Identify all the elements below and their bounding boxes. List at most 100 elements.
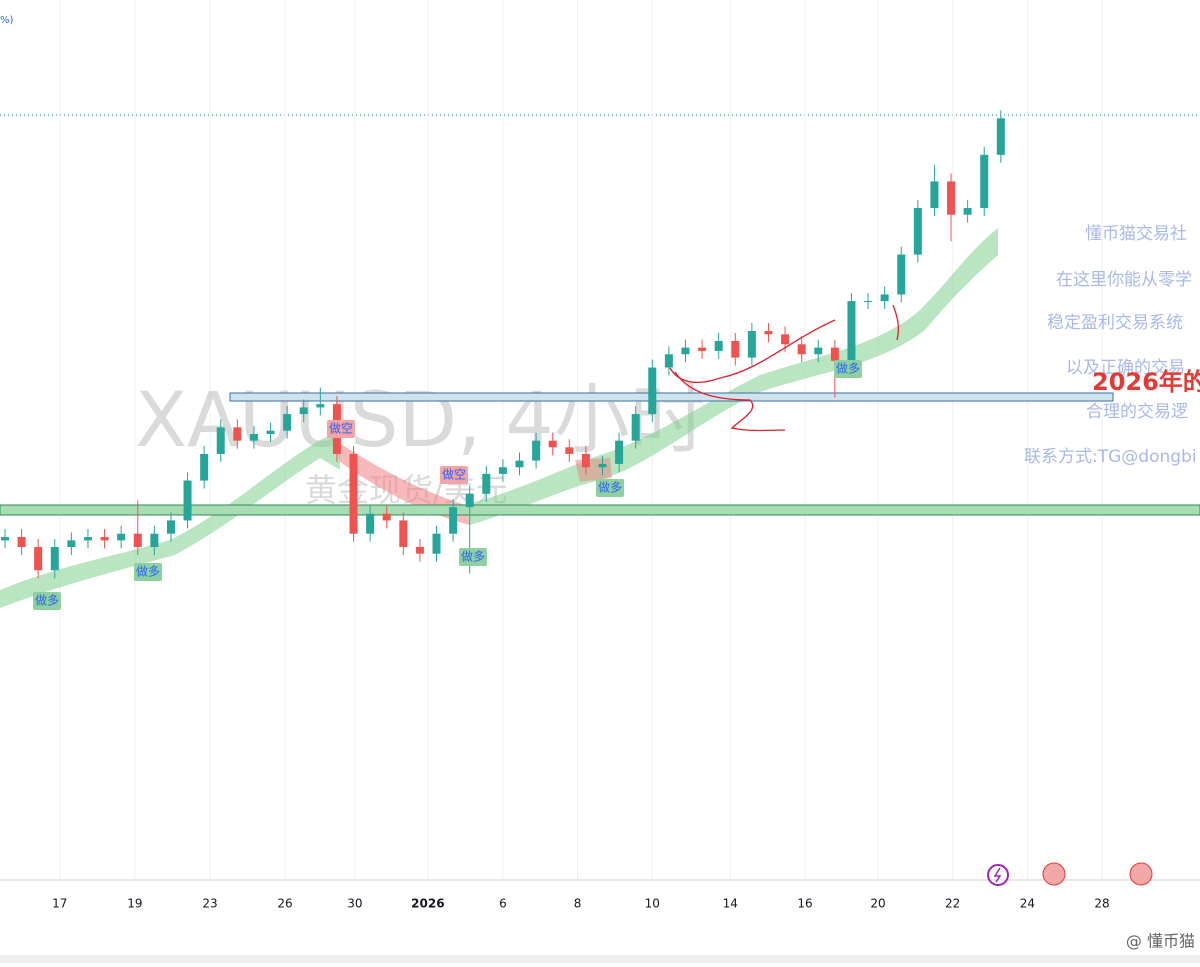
candle-body [50, 547, 59, 571]
signal-label: 做空 [329, 421, 353, 436]
candle-body [117, 533, 126, 541]
candle-body [714, 340, 723, 351]
candle-body [781, 334, 790, 345]
signal-label: 做多 [836, 361, 860, 376]
candle-body [548, 440, 557, 448]
candle-body [698, 347, 707, 351]
candle-body [216, 427, 225, 454]
icon-flag [1129, 862, 1153, 886]
signal-badge [134, 563, 162, 581]
candle-body [366, 513, 375, 534]
x-tick-label: 26 [277, 897, 292, 911]
candle-body [897, 254, 906, 295]
x-tick-label: 16 [797, 897, 812, 911]
hand-drawn [669, 319, 836, 384]
candle-body [249, 434, 258, 441]
candle-body [830, 347, 839, 361]
candle-body [681, 347, 690, 355]
trend-band-short [575, 458, 612, 482]
x-tick-label: 17 [52, 897, 67, 911]
x-tick-label: 14 [723, 897, 738, 911]
candle-body [913, 208, 922, 255]
hand-drawn [892, 304, 900, 341]
candle-body [349, 453, 358, 534]
candle-body [166, 520, 175, 534]
candle-body [299, 407, 308, 415]
candle-body [283, 414, 292, 431]
side-note: 以及正确的交易 [1066, 358, 1185, 378]
bottom-bar [0, 955, 1200, 963]
x-tick-label: 20 [870, 897, 885, 911]
trend-band [465, 228, 998, 525]
candle-body [581, 453, 590, 468]
candle-body [200, 453, 209, 481]
candle-body [731, 340, 740, 358]
x-tick-label: 23 [202, 897, 217, 911]
signal-label: 做多 [461, 549, 485, 564]
candle-body [498, 467, 507, 474]
candle-body [764, 330, 773, 335]
candle-body [100, 537, 109, 541]
watermark-title: XAUUSD, 4小时 [135, 375, 706, 464]
candle-body [747, 330, 756, 358]
x-tick-label: 10 [645, 897, 660, 911]
signal-label: 做多 [598, 480, 622, 495]
signal-badge [834, 360, 862, 378]
x-tick-label: 28 [1094, 897, 1109, 911]
signal-badge [327, 420, 355, 438]
signal-badge [440, 466, 468, 484]
candle-body [996, 118, 1005, 155]
candle-body [615, 440, 624, 464]
footer-brand: @ 懂币猫 [1126, 932, 1195, 951]
candle-body [183, 480, 192, 521]
x-tick-label: 24 [1020, 897, 1035, 911]
candle-body [67, 540, 76, 548]
candle-body [980, 154, 989, 209]
signal-label: 做空 [442, 467, 466, 482]
signal-badge [596, 479, 624, 497]
candle-body [399, 520, 408, 548]
candle-body [631, 414, 640, 441]
candle-body [648, 367, 657, 415]
candle-body [0, 537, 9, 541]
signal-label: 做多 [35, 593, 59, 608]
candle-body [465, 493, 474, 508]
zone-upper [229, 392, 1114, 402]
x-tick-label: 8 [574, 897, 582, 911]
candle-body [565, 447, 574, 454]
x-tick-label: 30 [347, 897, 362, 911]
signal-label: 做多 [136, 564, 160, 579]
candle-body [415, 547, 424, 554]
candle-body [83, 537, 92, 541]
side-note: 联系方式:TG@dongbi [1024, 447, 1197, 467]
candle-body [930, 181, 939, 209]
candle-body [17, 537, 26, 548]
candle-body [880, 294, 889, 302]
side-note: 稳定盈利交易系统 [1047, 313, 1183, 333]
signal-badge [33, 592, 61, 610]
side-note: 合理的交易逻 [1086, 402, 1188, 422]
side-note: 懂币猫交易社 [1085, 224, 1187, 244]
icon-event [987, 864, 1009, 886]
candle-body [598, 463, 607, 468]
candle-body [266, 430, 275, 435]
candle-body [449, 507, 458, 534]
candle-body [482, 473, 491, 494]
candle-body [532, 440, 541, 461]
candle-body [133, 533, 142, 548]
candle-body [316, 404, 325, 408]
candle-body [814, 347, 823, 355]
icon-flag [1042, 862, 1066, 886]
candle-body [864, 301, 873, 303]
zone-lower [0, 504, 1200, 516]
icon-event [993, 867, 1002, 883]
signal-badge [459, 548, 487, 566]
trend-band-short [335, 440, 470, 525]
candle-body [947, 181, 956, 215]
headline: 2026年的 [1092, 368, 1200, 396]
candle-body [515, 460, 524, 468]
candle-body [847, 301, 856, 361]
candle-body [963, 208, 972, 215]
candle-body [150, 533, 159, 548]
